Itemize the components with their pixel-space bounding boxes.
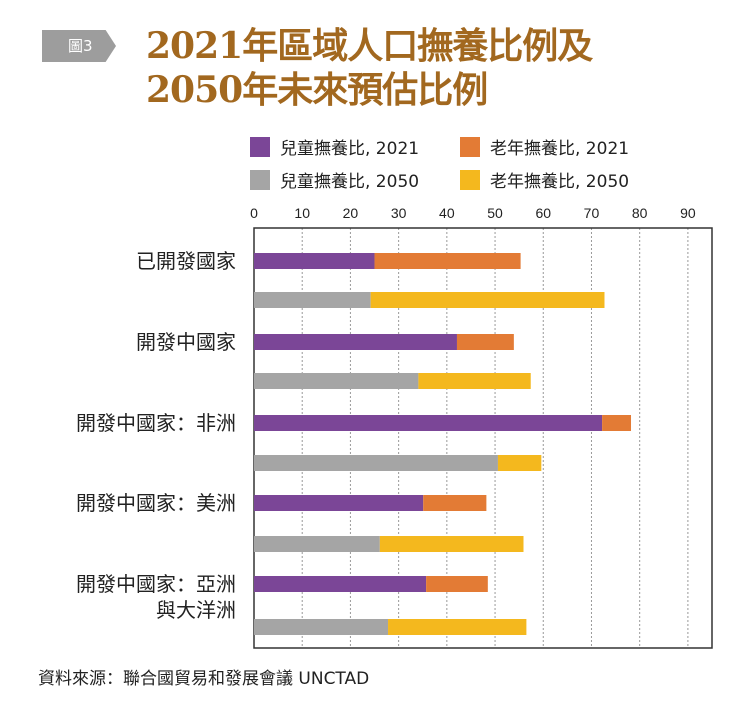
bar-segment-old-2050	[418, 373, 531, 389]
category-label: 開發中國家	[136, 330, 236, 354]
title-line-1: 2021年區域人口撫養比例及	[146, 25, 593, 67]
category-label: 與大洋洲	[156, 598, 236, 622]
bar-segment-old-2021	[602, 415, 632, 431]
legend-swatch	[460, 169, 480, 190]
bar-segment-child-2021	[254, 415, 603, 431]
category-label: 開發中國家：非洲	[76, 411, 236, 435]
legend-swatch	[250, 136, 270, 157]
legend-label: 兒童撫養比, 2021	[280, 139, 420, 159]
legend-item: 兒童撫養比, 2050	[250, 167, 460, 192]
source-note: 資料來源：聯合國貿易和發展會議 UNCTAD	[38, 669, 370, 689]
plot-frame	[253, 227, 713, 649]
bar-segment-old-2050	[379, 536, 524, 552]
bar-segment-child-2021	[254, 334, 457, 350]
legend-label: 兒童撫養比, 2050	[280, 172, 420, 192]
legend: 兒童撫養比, 2021 老年撫養比, 2021 兒童撫養比, 2050 老年撫養…	[250, 134, 660, 192]
bar-segment-child-2050	[254, 536, 380, 552]
legend-item: 老年撫養比, 2050	[460, 167, 660, 192]
legend-item: 兒童撫養比, 2021	[250, 134, 460, 159]
chart-title: 2021年區域人口撫養比例及 2050年未來預估比例	[146, 24, 593, 112]
x-tick-label: 70	[584, 205, 600, 221]
category-label: 已開發國家	[136, 249, 236, 273]
bar-segment-child-2050	[254, 373, 419, 389]
title-line-2: 2050年未來預估比例	[146, 69, 488, 111]
x-tick-label: 60	[535, 205, 551, 221]
legend-swatch	[250, 169, 270, 190]
bar-segment-old-2021	[456, 334, 514, 350]
legend-label: 老年撫養比, 2021	[490, 139, 630, 159]
category-label: 開發中國家：亞洲	[76, 572, 236, 596]
figure-badge: 圖3	[42, 30, 116, 62]
bar-segment-old-2050	[370, 292, 605, 308]
x-tick-label: 80	[632, 205, 648, 221]
legend-item: 老年撫養比, 2021	[460, 134, 660, 159]
x-tick-label: 90	[680, 205, 696, 221]
bar-segment-child-2021	[254, 253, 375, 269]
bar-segment-child-2050	[254, 455, 498, 471]
bar-segment-child-2050	[254, 292, 371, 308]
bar-segment-old-2021	[426, 576, 488, 592]
x-tick-label: 30	[391, 205, 407, 221]
category-label: 開發中國家：美洲	[76, 491, 236, 515]
bar-segment-old-2021	[423, 495, 487, 511]
x-tick-label: 10	[294, 205, 310, 221]
bar-segment-old-2050	[388, 619, 527, 635]
bar-segment-child-2021	[254, 495, 424, 511]
legend-label: 老年撫養比, 2050	[490, 172, 630, 192]
legend-swatch	[460, 136, 480, 157]
x-tick-label: 0	[250, 205, 258, 221]
x-tick-label: 40	[439, 205, 455, 221]
x-tick-label: 50	[487, 205, 503, 221]
x-tick-label: 20	[343, 205, 359, 221]
bar-segment-old-2050	[497, 455, 542, 471]
bar-segment-child-2021	[254, 576, 427, 592]
bar-segment-old-2021	[374, 253, 521, 269]
bar-segment-child-2050	[254, 619, 389, 635]
